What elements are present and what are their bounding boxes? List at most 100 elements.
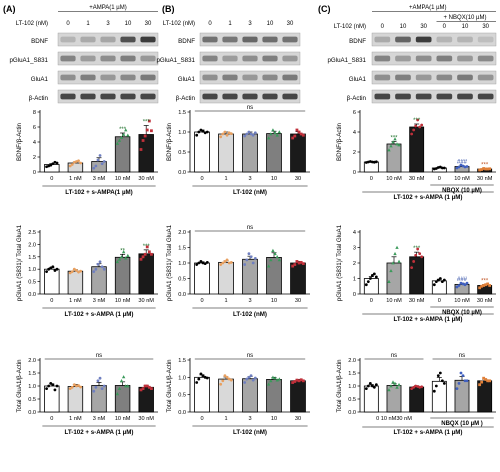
x-axis-label: LT-102 + s-AMPA (1 µM) — [65, 311, 134, 318]
blot-row-label: pGluA1_S831 — [9, 57, 48, 64]
bar — [409, 256, 425, 295]
data-point — [434, 384, 438, 388]
data-point — [432, 389, 436, 393]
data-point — [229, 378, 233, 382]
data-point — [49, 382, 53, 385]
blot-row-label: BDNF — [178, 38, 195, 45]
data-point — [79, 161, 83, 165]
data-point — [219, 263, 223, 266]
bar-chart: 0.0 0.5 1.0 1.5 Total GluA1/β-Actin 0 1 3 10 30 ns… — [166, 353, 310, 436]
y-tick-label: 4 — [353, 230, 356, 236]
data-point — [245, 132, 249, 136]
data-point — [126, 133, 130, 137]
data-point — [199, 372, 203, 376]
data-point — [436, 374, 440, 377]
data-point — [223, 260, 227, 263]
data-point — [301, 379, 305, 383]
data-point — [225, 258, 229, 262]
data-point — [478, 286, 482, 290]
data-point — [45, 387, 48, 390]
blot-band — [202, 74, 218, 81]
data-point — [275, 378, 279, 382]
y-tick-label: 4 — [33, 140, 36, 146]
data-point — [440, 379, 444, 383]
data-point — [387, 388, 391, 392]
data-point — [253, 256, 257, 260]
dose-value: 30 — [287, 21, 294, 27]
blot-band — [222, 36, 238, 43]
blot-band — [222, 74, 238, 81]
y-tick-label: 0.5 — [178, 393, 186, 399]
blot-band — [100, 93, 116, 100]
data-point — [368, 382, 372, 385]
data-point — [243, 134, 247, 138]
data-point — [51, 162, 55, 166]
x-tick-label: 3 nM — [93, 176, 106, 182]
blot-strip — [371, 70, 497, 85]
data-point — [412, 128, 416, 132]
data-point — [115, 392, 120, 396]
data-point — [432, 283, 436, 287]
data-point — [55, 161, 59, 165]
blot-band — [140, 55, 156, 62]
data-point — [45, 270, 48, 274]
data-point — [141, 255, 145, 259]
data-point — [482, 376, 486, 380]
data-point — [410, 387, 414, 390]
y-axis-label: pGluA1 (S831)/ Total GluA1 — [336, 224, 343, 301]
data-point — [465, 165, 469, 168]
data-point — [79, 269, 83, 273]
x-axis-label: LT-102 + s-AMPA(1 µM) — [65, 189, 132, 196]
blot-strip — [371, 89, 497, 104]
data-point — [147, 250, 151, 254]
data-point — [266, 264, 271, 268]
blot-band — [282, 55, 298, 62]
y-tick-label: 4 — [353, 130, 356, 136]
data-point — [478, 168, 482, 172]
data-point — [119, 379, 124, 383]
y-tick-label: 1.0 — [28, 267, 36, 273]
data-point — [436, 278, 440, 282]
data-point — [484, 283, 488, 287]
data-point — [221, 379, 225, 383]
data-point — [457, 382, 461, 385]
data-point — [53, 388, 57, 392]
ns-label: ns — [391, 353, 397, 359]
y-tick-label: 2.0 — [178, 230, 186, 236]
data-point — [51, 383, 55, 387]
x-axis-label: LT-102 (nM) — [233, 311, 267, 318]
significance-mark: *** — [143, 244, 151, 250]
data-point — [145, 245, 149, 249]
y-axis-label: Total GluA1/β-Actin — [166, 359, 173, 413]
y-tick-label: 2.0 — [348, 358, 356, 364]
data-point — [98, 376, 102, 380]
blot-band — [242, 93, 258, 100]
data-point — [94, 267, 98, 271]
data-point — [480, 168, 484, 171]
data-point — [201, 261, 205, 265]
data-point — [295, 260, 299, 263]
y-tick-label: 1.0 — [348, 384, 356, 390]
data-point — [277, 377, 282, 381]
bar — [218, 133, 234, 173]
bar — [67, 270, 84, 295]
blot-band — [262, 93, 278, 100]
data-point — [442, 166, 446, 170]
x-axis-label: LT-102 + s-AMPA (1 µM) — [65, 429, 134, 436]
significance-mark: *** — [413, 118, 421, 124]
blot-band — [202, 36, 218, 43]
blot-band — [415, 93, 432, 100]
data-point — [253, 376, 257, 380]
blot-band — [120, 55, 136, 62]
bar — [386, 262, 402, 295]
data-point — [297, 379, 301, 383]
dose-value: 10 — [125, 21, 132, 27]
data-point — [219, 382, 223, 386]
data-point — [266, 382, 271, 386]
data-point — [68, 387, 72, 390]
blot-band — [140, 93, 156, 100]
data-point — [488, 379, 492, 383]
y-tick-label: 0.0 — [178, 170, 186, 176]
blot-row-label: β-Actin — [347, 95, 367, 102]
data-point — [139, 388, 143, 392]
